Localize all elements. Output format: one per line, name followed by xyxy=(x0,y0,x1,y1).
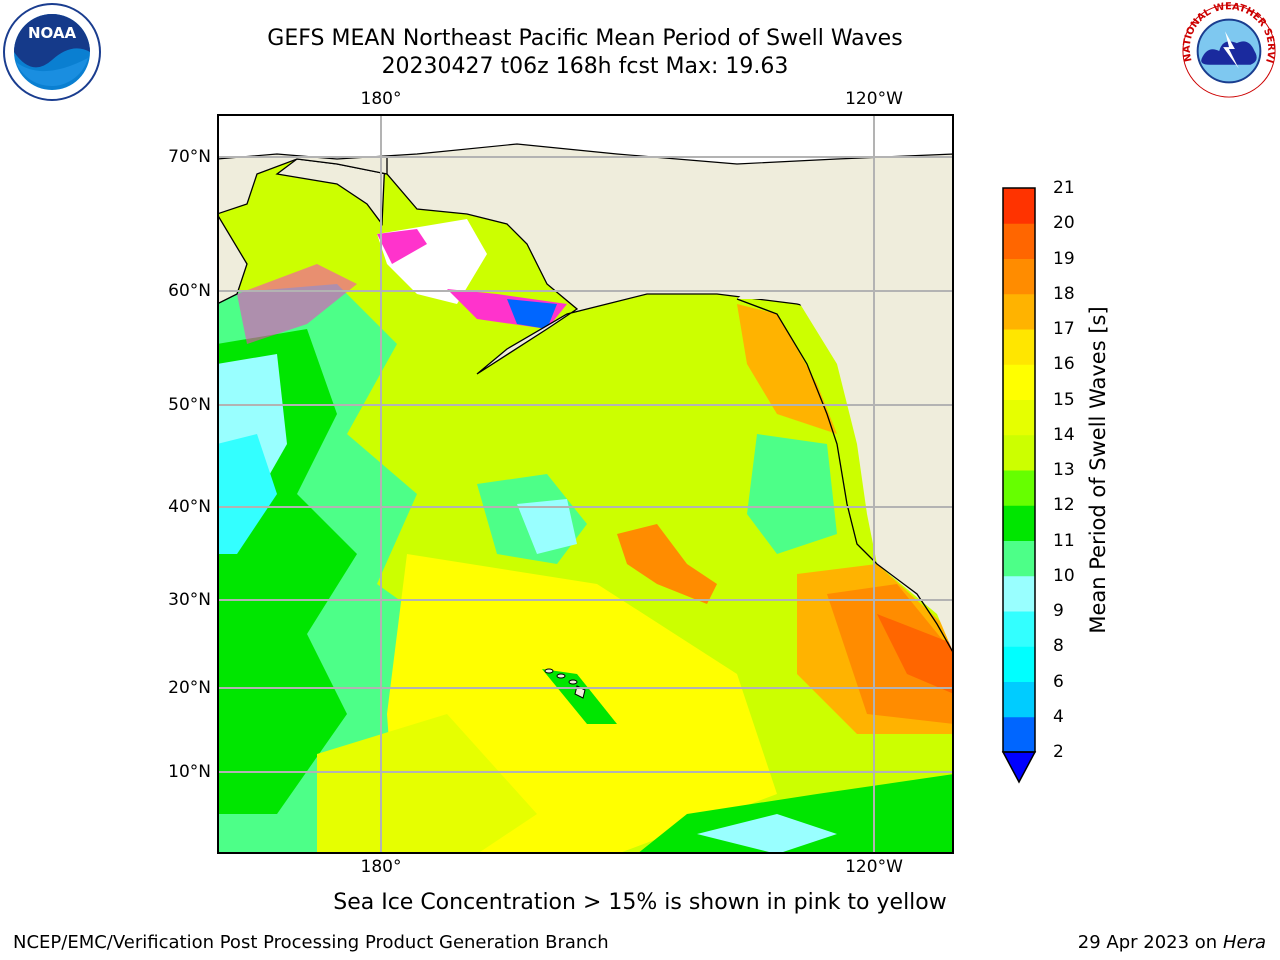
graticule xyxy=(217,114,954,854)
colorbar-tick-label: 4 xyxy=(1053,706,1064,727)
lon-label-top-180: 180° xyxy=(360,89,402,109)
colorbar-tick-label: 15 xyxy=(1053,389,1075,410)
colorbar-box xyxy=(1003,646,1035,682)
chart-title: GEFS MEAN Northeast Pacific Mean Period … xyxy=(267,26,903,51)
colorbar-tick-label: 12 xyxy=(1053,495,1075,516)
land-north-america xyxy=(737,114,954,654)
run-machine: Hera xyxy=(1222,932,1266,953)
swell-18-central xyxy=(617,524,717,604)
run-date: 29 Apr 2023 on Hera xyxy=(1077,932,1266,953)
colorbar-box xyxy=(1003,575,1035,612)
credit-text: NCEP/EMC/Verification Post Processing Pr… xyxy=(13,932,609,953)
colorbar-box xyxy=(1003,434,1035,471)
colorbar-tick-label: 14 xyxy=(1053,424,1075,445)
lat-label-50n: 50°N xyxy=(168,395,211,415)
island-oahu xyxy=(556,673,566,679)
colorbar xyxy=(1001,187,1037,784)
lat-label-60n: 60°N xyxy=(168,281,211,301)
colorbar-extend-triangle xyxy=(1001,751,1037,784)
colorbar-tick-label: 9 xyxy=(1053,601,1064,621)
colorbar-tick-label: 19 xyxy=(1053,248,1075,269)
arctic-ocean xyxy=(217,114,954,164)
colorbar-box xyxy=(1003,505,1035,541)
swell-19-east xyxy=(877,614,954,694)
colorbar-label: Mean Period of Swell Waves [s] xyxy=(1086,306,1110,634)
island-maui xyxy=(568,679,578,685)
map-frame xyxy=(217,114,954,854)
colorbar-box xyxy=(1003,329,1035,365)
colorbar-box xyxy=(1003,681,1035,718)
colorbar-tick-label: 16 xyxy=(1053,354,1075,375)
sea-ice-edge-west xyxy=(237,264,357,344)
colorbar-box xyxy=(1003,258,1035,295)
colorbar-tick-label: 17 xyxy=(1053,319,1075,339)
colorbar-tick-label: 21 xyxy=(1053,178,1075,198)
noaa-logo-text: NOAA xyxy=(28,24,77,42)
lat-label-20n: 20°N xyxy=(168,678,211,698)
sea-ice-edge-north xyxy=(377,229,427,264)
colorbar-box xyxy=(1003,540,1035,577)
colorbar-tick-label: 11 xyxy=(1053,530,1075,551)
swell-7-west xyxy=(217,434,277,554)
swell-10-east xyxy=(747,434,837,554)
chart-subtitle: 20230427 t06z 168h fcst Max: 19.63 xyxy=(381,54,789,79)
low-period-bristol xyxy=(507,299,557,329)
lat-label-10n: 10°N xyxy=(168,762,211,782)
colorbar-tick-label: 8 xyxy=(1053,636,1064,657)
colorbar-frame xyxy=(1002,187,1036,753)
colorbar-box xyxy=(1003,399,1035,436)
coastline-arctic xyxy=(217,143,954,165)
lat-label-40n: 40°N xyxy=(168,497,211,517)
land-kamchatka xyxy=(217,212,248,305)
colorbar-box xyxy=(1003,188,1035,224)
swell-8-south xyxy=(697,814,837,854)
colorbar-box xyxy=(1003,223,1035,259)
lon-label-bottom-120w: 120°W xyxy=(845,857,903,877)
swell-period-map xyxy=(217,114,954,854)
colorbar-tick-label: 10 xyxy=(1053,565,1075,586)
lon-label-top-120w: 120°W xyxy=(845,89,903,109)
colorbar-box xyxy=(1003,716,1035,753)
sea-ice-note: Sea Ice Concentration > 15% is shown in … xyxy=(333,890,947,915)
noaa-logo: NOAA xyxy=(3,3,101,101)
colorbar-tick-label: 20 xyxy=(1053,213,1075,234)
colorbar-box xyxy=(1003,293,1035,330)
coastline-west-america xyxy=(736,298,954,655)
colorbar-tick-label: 2 xyxy=(1053,742,1064,762)
colorbar-box xyxy=(1003,364,1035,400)
colorbar-box xyxy=(1003,470,1035,506)
swell-8-central xyxy=(517,499,577,554)
colorbar-tick-label: 18 xyxy=(1053,283,1075,304)
lat-label-70n: 70°N xyxy=(168,147,211,167)
colorbar-tick-label: 13 xyxy=(1053,460,1075,480)
nws-logo: NATIONAL WEATHER SERVICE xyxy=(1180,2,1276,98)
land-alaska xyxy=(275,114,954,375)
swell-17-coast xyxy=(737,304,837,434)
colorbar-tick-label: 6 xyxy=(1053,671,1064,692)
swell-14-sw xyxy=(317,714,537,854)
island-kauai xyxy=(544,668,554,674)
lat-label-30n: 30°N xyxy=(168,590,211,610)
colorbar-box xyxy=(1003,611,1035,647)
lon-label-bottom-180: 180° xyxy=(360,857,402,877)
